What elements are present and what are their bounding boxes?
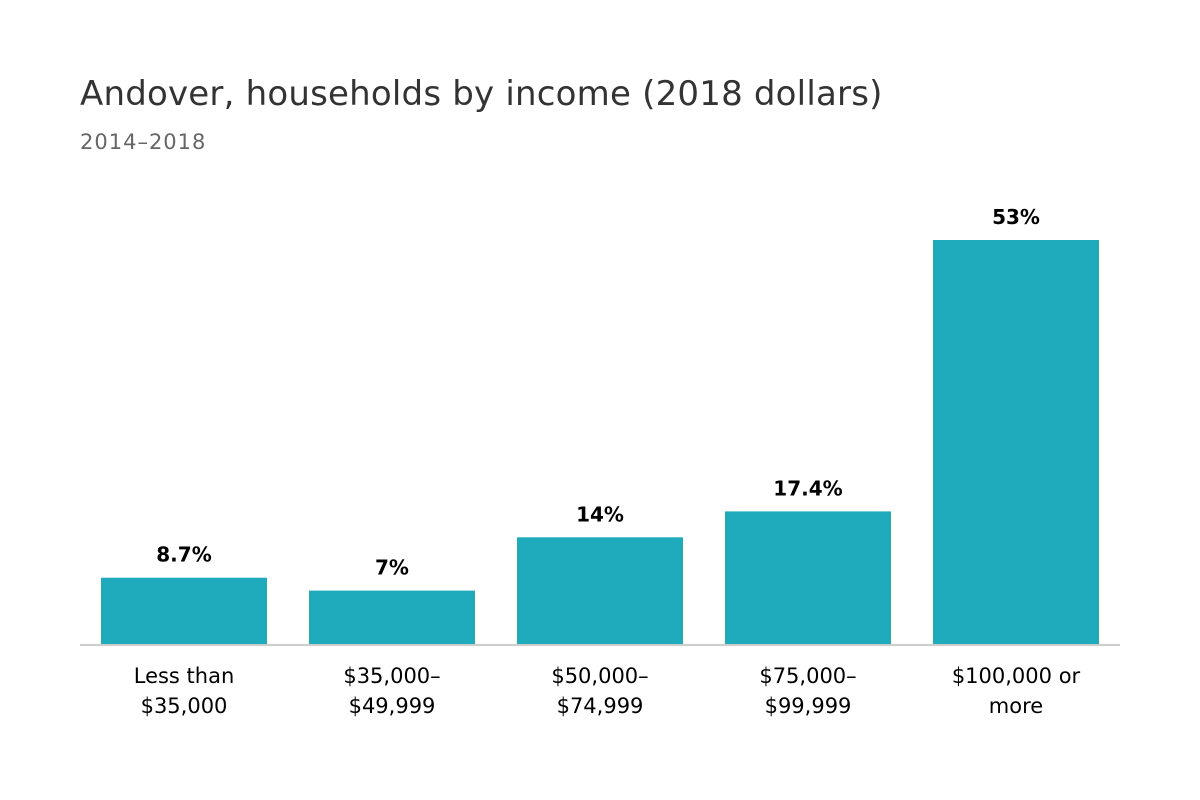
- data-label: 14%: [576, 502, 624, 526]
- data-label: 7%: [375, 556, 409, 580]
- data-label: 8.7%: [156, 543, 211, 567]
- x-tick-label: Less than $35,000: [134, 664, 235, 718]
- bar: [725, 511, 891, 644]
- x-tick-label: $35,000– $49,999: [343, 664, 440, 718]
- data-label: 53%: [992, 205, 1040, 229]
- bar: [309, 590, 475, 644]
- x-tick-label: $75,000– $99,999: [759, 664, 856, 718]
- chart-subtitle: 2014–2018: [80, 130, 207, 154]
- bar: [933, 240, 1099, 644]
- chart-title: Andover, households by income (2018 doll…: [80, 74, 883, 114]
- bar: [101, 577, 267, 644]
- bar: [517, 537, 683, 644]
- x-tick-label: $100,000 or more: [952, 664, 1081, 718]
- x-tick-label: $50,000– $74,999: [551, 664, 648, 718]
- data-label: 17.4%: [773, 476, 842, 500]
